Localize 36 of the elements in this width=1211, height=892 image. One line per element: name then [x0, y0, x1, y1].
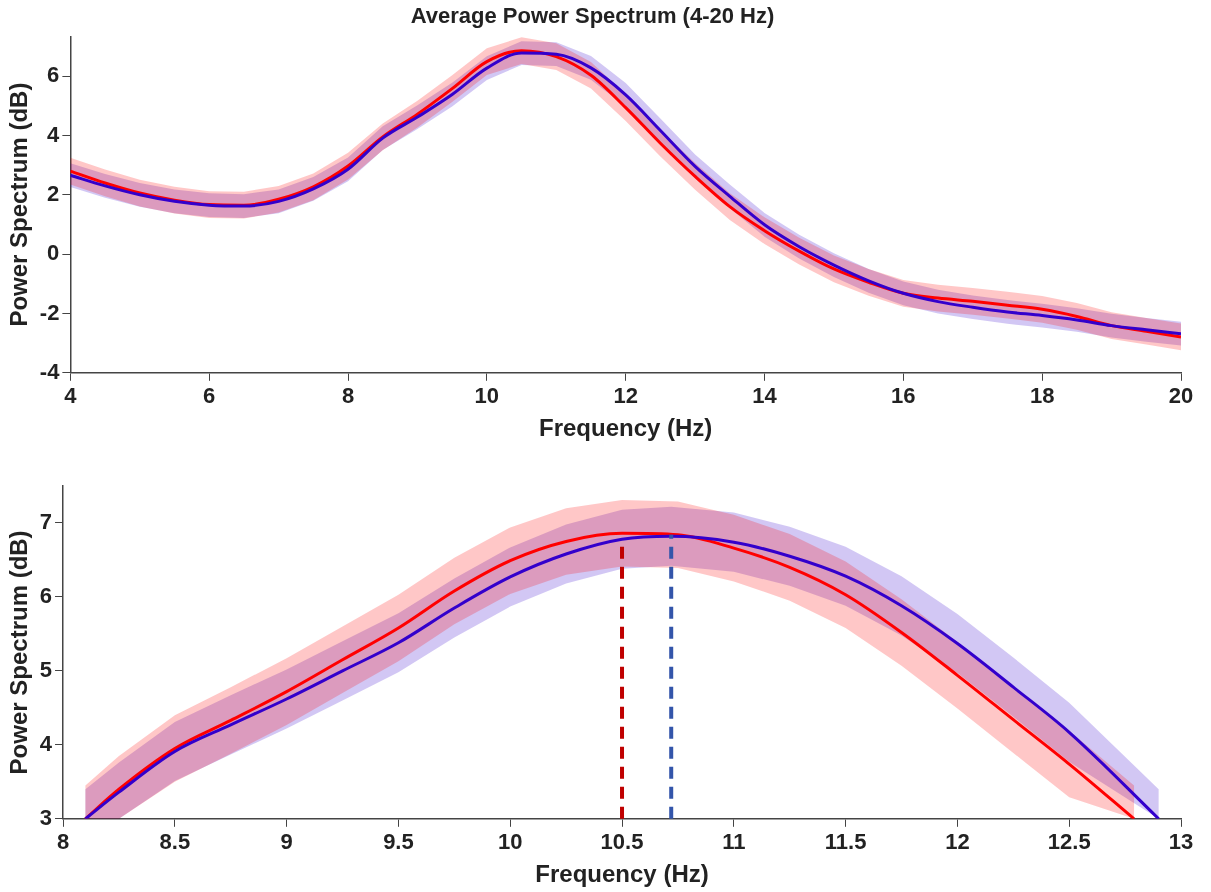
- x-tick-label: 4: [64, 383, 78, 409]
- y-tick-label: 5: [39, 656, 53, 682]
- y-tick-label: 4: [39, 730, 53, 756]
- x-tick-label: 10.5: [600, 829, 644, 855]
- x-tick-label: 10: [474, 383, 500, 409]
- x-tick-label: 6: [203, 383, 216, 409]
- x-tick-label: 18: [1029, 383, 1055, 409]
- x-tick-label: 10: [497, 829, 523, 855]
- x-tick-label: 9.5: [383, 829, 414, 855]
- y-tick-label: -4: [39, 358, 61, 384]
- x-tick-label: 11.5: [824, 829, 867, 855]
- y-tick-label: 2: [47, 180, 60, 206]
- x-tick-label: 12: [613, 383, 638, 409]
- x-tick-label: 20: [1168, 383, 1194, 409]
- y-tick-label: 0: [47, 240, 60, 266]
- y-tick-label: 6: [39, 583, 53, 608]
- y-axis-title: Power Spectrum (dB): [5, 530, 33, 775]
- y-tick-label: -2: [39, 299, 60, 325]
- x-tick-label: 12: [945, 829, 970, 855]
- y-tick-label: 4: [47, 121, 61, 147]
- x-tick-label: 12.5: [1047, 829, 1091, 855]
- y-tick-label: 6: [47, 62, 60, 88]
- y-tick-label: 3: [39, 804, 53, 830]
- x-tick-label: 8: [341, 383, 355, 409]
- y-tick-label: 7: [39, 509, 53, 535]
- x-tick-label: 9: [280, 829, 293, 855]
- x-axis-title: Frequency (Hz): [535, 860, 709, 888]
- x-tick-label: 8: [56, 829, 70, 855]
- chart-title: Average Power Spectrum (4-20 Hz): [410, 3, 775, 29]
- x-tick-label: 13: [1168, 829, 1194, 855]
- y-axis-title: Power Spectrum (dB): [5, 82, 33, 327]
- x-axis-title: Frequency (Hz): [539, 414, 713, 442]
- x-tick-label: 14: [752, 383, 778, 409]
- x-tick-label: 8.5: [159, 829, 191, 855]
- x-tick-label: 11: [722, 829, 746, 855]
- x-tick-label: 16: [891, 383, 916, 409]
